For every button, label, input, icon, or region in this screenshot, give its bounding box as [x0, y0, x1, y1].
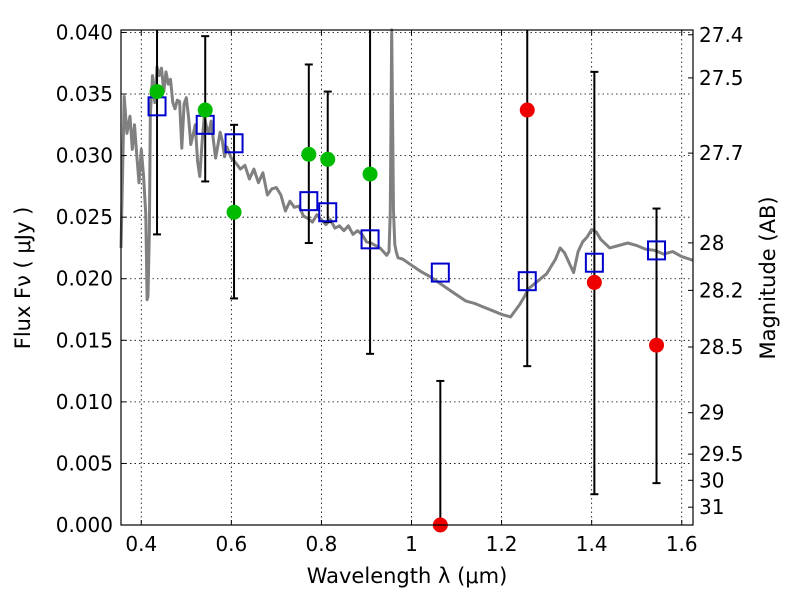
data-point [301, 146, 317, 162]
y2-tick-label: 28.5 [699, 335, 744, 359]
y-tick-label: 0.000 [56, 513, 113, 537]
model-flux-box [299, 191, 319, 212]
model-flux-box [647, 240, 667, 261]
grid [121, 30, 693, 526]
data-point [320, 151, 336, 167]
model-flux-box [430, 262, 450, 283]
errorbar-layer [153, 30, 661, 525]
x-axis-label: Wavelength λ (μm) [307, 564, 508, 588]
x-tick-label: 0.4 [125, 532, 157, 556]
axes-frame [120, 29, 694, 526]
x-tick-label: 1 [405, 532, 418, 556]
y2-tick-label: 29 [699, 401, 724, 425]
model-flux-box [224, 133, 244, 154]
model-flux-box [360, 229, 380, 250]
model-layer [119, 28, 694, 319]
y2-axis-label: Magnitude (AB) [756, 196, 780, 359]
model-flux-box [318, 202, 338, 223]
y-tick-label: 0.025 [56, 205, 113, 229]
y2-tick-label: 28 [699, 231, 724, 255]
tick-layer: 0.4 0.6 0.8 1 1.2 1.4 1.6 0.000 0.005 0.010 0.015 0… [56, 20, 744, 556]
observed-point-layer [149, 84, 665, 533]
data-point [197, 102, 213, 118]
data-point [586, 274, 602, 290]
y-axis-label-text: Flux Fν ( μJy ) [11, 207, 35, 350]
y-tick-label: 0.030 [56, 144, 113, 168]
y-tick-label: 0.035 [56, 82, 113, 106]
x-tick-label: 1.2 [486, 532, 518, 556]
y2-tick-label: 30 [699, 468, 724, 492]
y2-tick-label: 27.4 [699, 23, 744, 47]
x-tick-label: 1.6 [666, 532, 698, 556]
y2-tick-label: 31 [699, 495, 724, 519]
x-tick-label: 1.4 [576, 532, 608, 556]
y-tick-label: 0.020 [56, 267, 113, 291]
data-point [149, 84, 165, 100]
y-tick-label: 0.010 [56, 390, 113, 414]
y2-tick-label: 27.7 [699, 141, 744, 165]
model-flux-box [584, 252, 604, 273]
x-axis-label-text: Wavelength λ (μm) [307, 564, 508, 588]
y2-axis-label-text: Magnitude (AB) [756, 196, 780, 359]
model-flux-box [517, 271, 537, 292]
y-axis-label: Flux Fν ( μJy ) [11, 207, 35, 350]
model-box-layer [147, 96, 667, 292]
data-point [362, 166, 378, 182]
data-point [226, 204, 242, 220]
model-spectrum-line [119, 28, 694, 319]
y-tick-label: 0.015 [56, 328, 113, 352]
x-tick-label: 0.6 [215, 532, 247, 556]
y-tick-label: 0.005 [56, 451, 113, 475]
y2-tick-label: 27.5 [699, 66, 744, 90]
x-tick-label: 0.8 [306, 532, 338, 556]
y-tick-label: 0.040 [56, 20, 113, 44]
y2-tick-label: 28.2 [699, 278, 744, 302]
y2-tick-label: 29.5 [699, 442, 744, 466]
data-point [519, 102, 535, 118]
data-point [649, 337, 665, 353]
